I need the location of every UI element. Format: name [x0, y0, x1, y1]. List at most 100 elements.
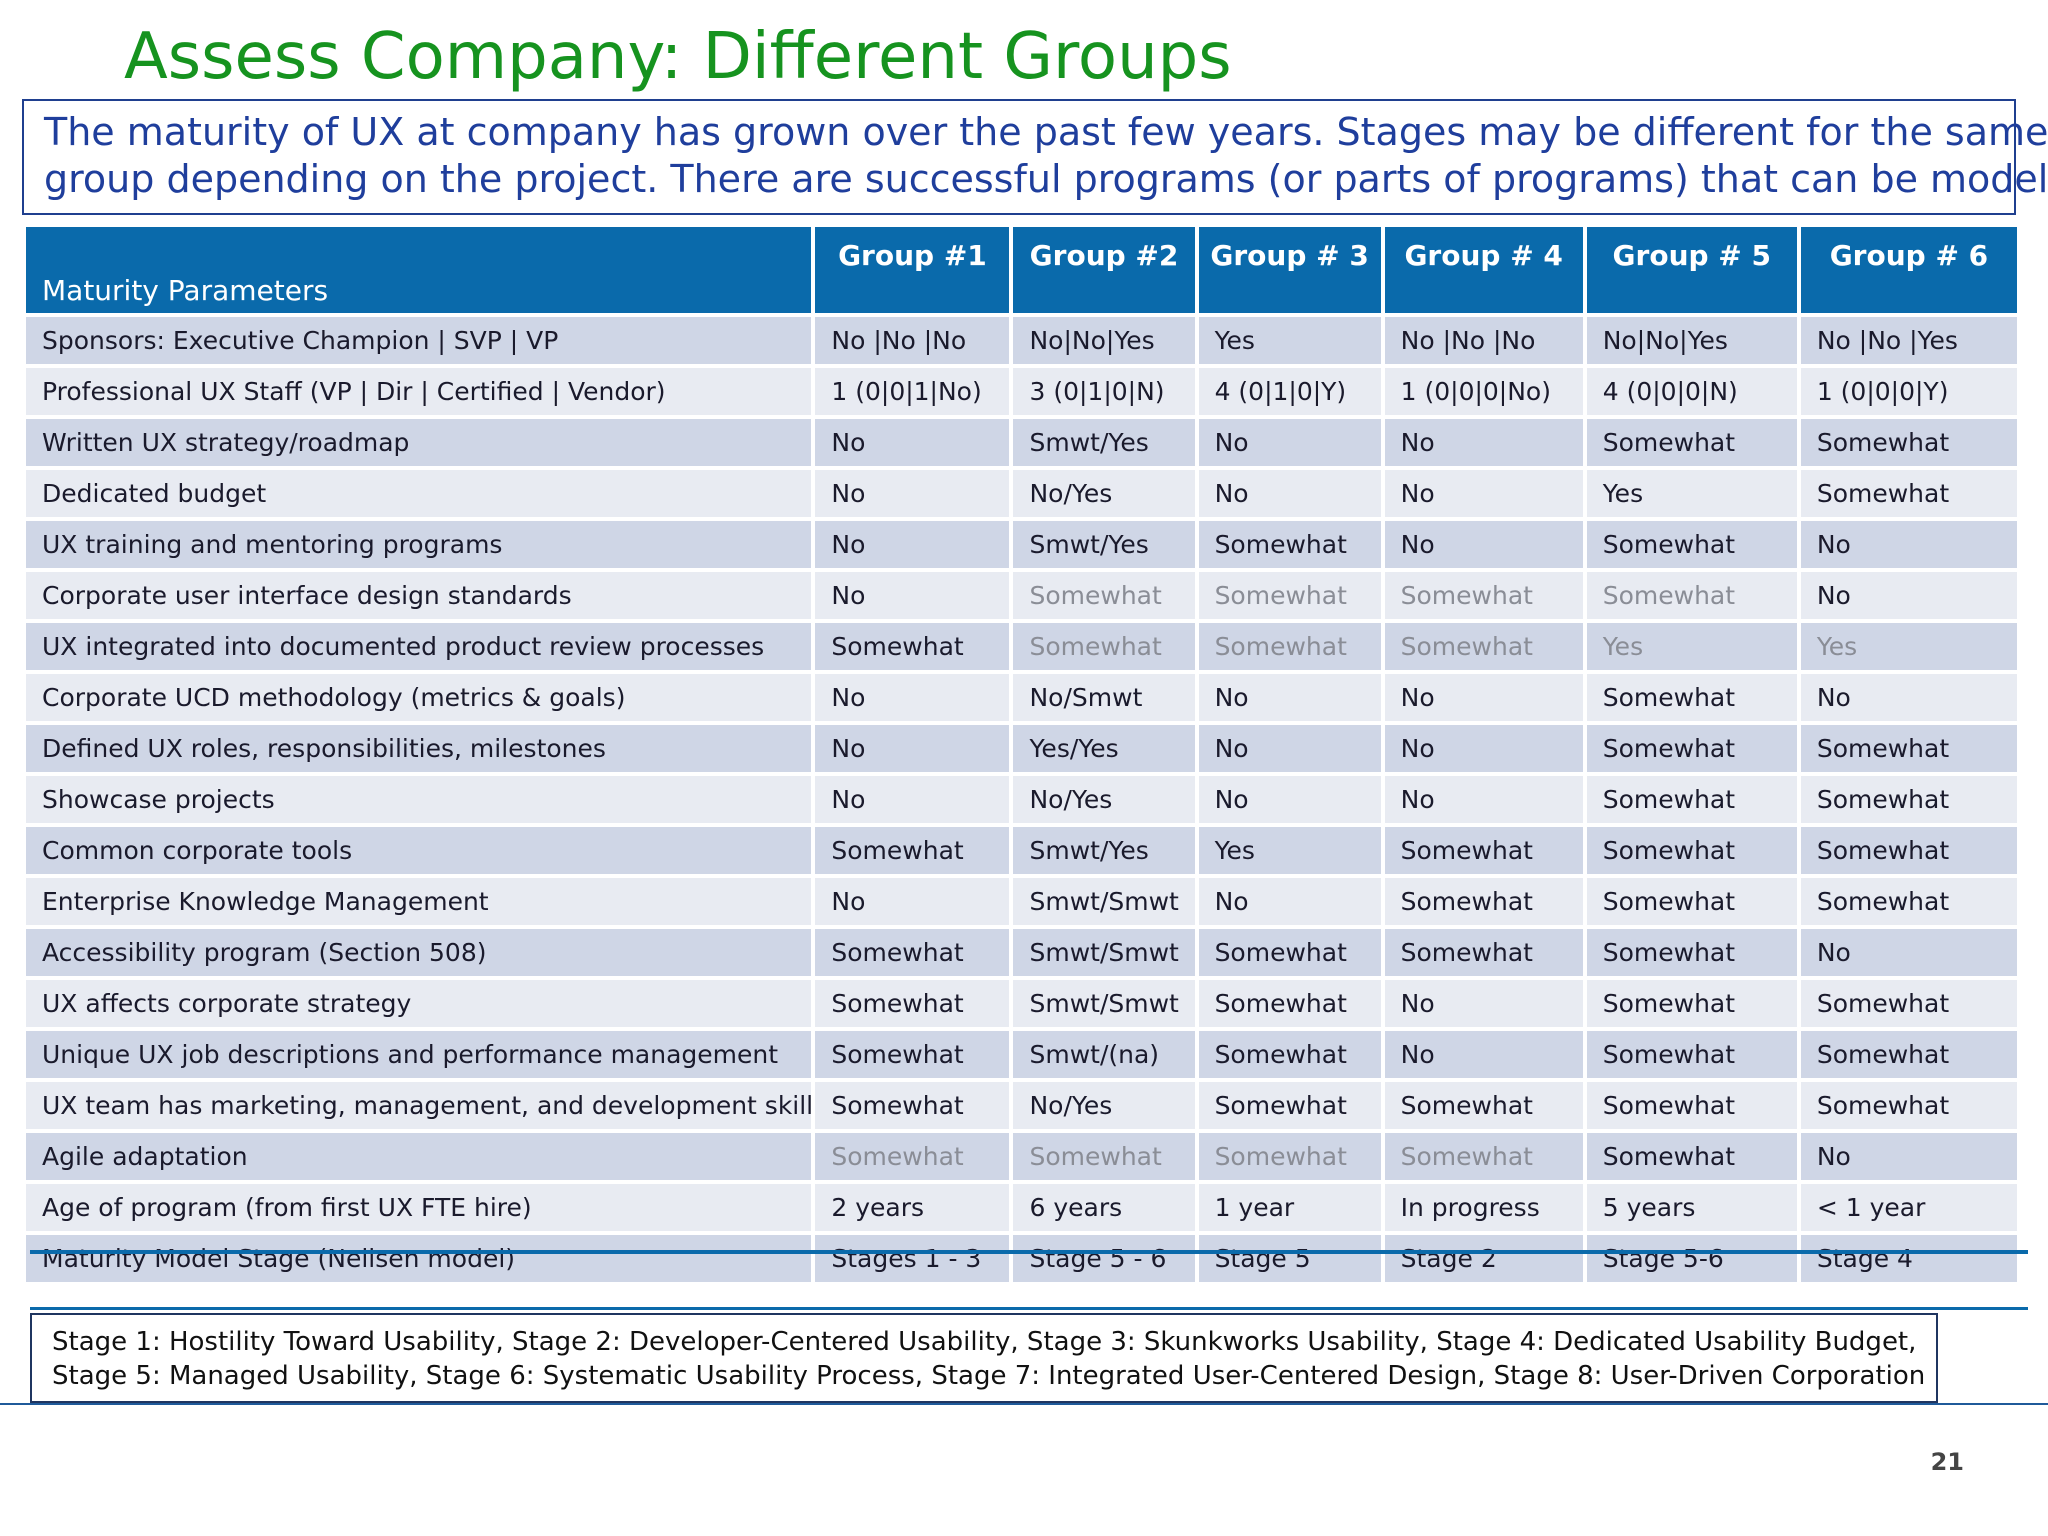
group-cell: Yes: [1586, 470, 1797, 517]
group-cell: Somewhat: [1586, 1082, 1797, 1129]
group-cell: Somewhat: [815, 1031, 1010, 1078]
group-cell: Yes: [1198, 827, 1381, 874]
legend-line: Stage 5: Managed Usability, Stage 6: Sys…: [52, 1361, 1926, 1391]
group-cell: No: [1800, 929, 2017, 976]
table-row: Common corporate tools Somewhat Smwt/Yes Ye…: [26, 827, 2017, 874]
group-cell: Somewhat: [815, 827, 1010, 874]
group-cell: 2 years: [815, 1184, 1010, 1231]
group-cell: Smwt/Smwt: [1013, 929, 1195, 976]
group-cell: Stage 2: [1384, 1235, 1583, 1282]
group-cell: Somewhat: [1198, 623, 1381, 670]
param-label: Unique UX job descriptions and performan…: [26, 1031, 812, 1078]
param-label: Corporate user interface design standard…: [26, 572, 812, 619]
group-cell: No: [815, 725, 1010, 772]
group-cell: No: [1384, 1031, 1583, 1078]
group-header: Group #1: [815, 227, 1010, 313]
group-cell: Somewhat: [1384, 878, 1583, 925]
group-header: Group # 6: [1800, 227, 2017, 313]
group-cell: Somewhat: [1384, 1082, 1583, 1129]
param-label: Corporate UCD methodology (metrics & goa…: [26, 674, 812, 721]
maturity-table: Maturity Parameters Group #1 Group #2 Gr…: [22, 223, 2021, 1286]
table-row: Accessibility program (Section 508) Somew…: [26, 929, 2017, 976]
group-cell: Somewhat: [815, 929, 1010, 976]
param-label: UX integrated into documented product re…: [26, 623, 812, 670]
intro-box: The maturity of UX at company has grown …: [22, 99, 2048, 215]
group-cell: No: [815, 572, 1010, 619]
group-cell: Stage 5 - 6: [1013, 1235, 1195, 1282]
param-label: Dedicated budget: [26, 470, 812, 517]
group-cell: No: [1198, 470, 1381, 517]
group-cell: Somewhat: [815, 980, 1010, 1027]
group-cell: No: [1198, 725, 1381, 772]
group-cell: Yes/Yes: [1013, 725, 1195, 772]
group-cell: No: [815, 419, 1010, 466]
group-cell: No: [1198, 776, 1381, 823]
group-cell: No: [1800, 572, 2017, 619]
table-row: Enterprise Knowledge Management No Smwt/Sm…: [26, 878, 2017, 925]
group-cell: Smwt/(na): [1013, 1031, 1195, 1078]
group-cell: 1 (0|0|0|Y): [1800, 368, 2017, 415]
group-cell: No: [1384, 725, 1583, 772]
group-cell: Somewhat: [1198, 572, 1381, 619]
group-cell: No: [815, 776, 1010, 823]
group-cell: Smwt/Smwt: [1013, 980, 1195, 1027]
param-header: Maturity Parameters: [26, 227, 812, 313]
group-cell: Somewhat: [1384, 572, 1583, 619]
group-cell: No/Yes: [1013, 776, 1195, 823]
group-cell: Yes: [1586, 623, 1797, 670]
group-cell: 1 year: [1198, 1184, 1381, 1231]
group-cell: Somewhat: [1586, 521, 1797, 568]
group-cell: 4 (0|1|0|Y): [1198, 368, 1381, 415]
group-cell: < 1 year: [1800, 1184, 2017, 1231]
group-header: Group # 3: [1198, 227, 1381, 313]
group-cell: Somewhat: [1198, 1133, 1381, 1180]
table-row: UX training and mentoring programs No Smwt…: [26, 521, 2017, 568]
group-cell: No: [1384, 521, 1583, 568]
param-label: Sponsors: Executive Champion | SVP | VP: [26, 317, 812, 364]
group-cell: Somewhat: [1586, 572, 1797, 619]
table-header-row: Maturity Parameters Group #1 Group #2 Gr…: [26, 227, 2017, 313]
group-cell: No: [1800, 674, 2017, 721]
group-cell: No: [1384, 674, 1583, 721]
param-label: Common corporate tools: [26, 827, 812, 874]
group-cell: Somewhat: [1586, 929, 1797, 976]
group-cell: 5 years: [1586, 1184, 1797, 1231]
group-cell: No |No |No: [1384, 317, 1583, 364]
param-label: UX team has marketing, management, and d…: [26, 1082, 812, 1129]
group-cell: Somewhat: [1800, 827, 2017, 874]
group-cell: 1 (0|0|0|No): [1384, 368, 1583, 415]
group-cell: Somewhat: [1800, 776, 2017, 823]
table-row: Professional UX Staff (VP | Dir | Certif…: [26, 368, 2017, 415]
param-label: Professional UX Staff (VP | Dir | Certif…: [26, 368, 812, 415]
group-cell: Yes: [1198, 317, 1381, 364]
group-cell: Somewhat: [1586, 980, 1797, 1027]
table-row: UX integrated into documented product re…: [26, 623, 2017, 670]
group-cell: No: [1384, 776, 1583, 823]
legend-line: Stage 1: Hostility Toward Usability, Sta…: [52, 1327, 1917, 1357]
table-row: Showcase projects No No/Yes No No Somewhat Som…: [26, 776, 2017, 823]
stage-highlight-line: [30, 1307, 2028, 1310]
group-cell: No: [815, 878, 1010, 925]
table-row: Corporate user interface design standard…: [26, 572, 2017, 619]
group-cell: Somewhat: [1800, 980, 2017, 1027]
group-cell: Somewhat: [1586, 827, 1797, 874]
group-cell: Stage 5-6: [1586, 1235, 1797, 1282]
param-label: UX affects corporate strategy: [26, 980, 812, 1027]
group-cell: Somewhat: [1198, 521, 1381, 568]
group-cell: Somewhat: [1384, 1133, 1583, 1180]
table-row: Written UX strategy/roadmap No Smwt/Yes No N…: [26, 419, 2017, 466]
group-header: Group #2: [1013, 227, 1195, 313]
group-cell: 6 years: [1013, 1184, 1195, 1231]
param-label: Agile adaptation: [26, 1133, 812, 1180]
group-cell: Somewhat: [1586, 878, 1797, 925]
group-cell: Somewhat: [1586, 1133, 1797, 1180]
group-cell: Somewhat: [1800, 470, 2017, 517]
group-cell: No|No|Yes: [1013, 317, 1195, 364]
group-cell: No: [1198, 674, 1381, 721]
group-cell: Somewhat: [1800, 1031, 2017, 1078]
group-cell: Smwt/Smwt: [1013, 878, 1195, 925]
group-cell: No/Smwt: [1013, 674, 1195, 721]
group-cell: Somewhat: [815, 623, 1010, 670]
param-label: Accessibility program (Section 508): [26, 929, 812, 976]
group-cell: 3 (0|1|0|N): [1013, 368, 1195, 415]
